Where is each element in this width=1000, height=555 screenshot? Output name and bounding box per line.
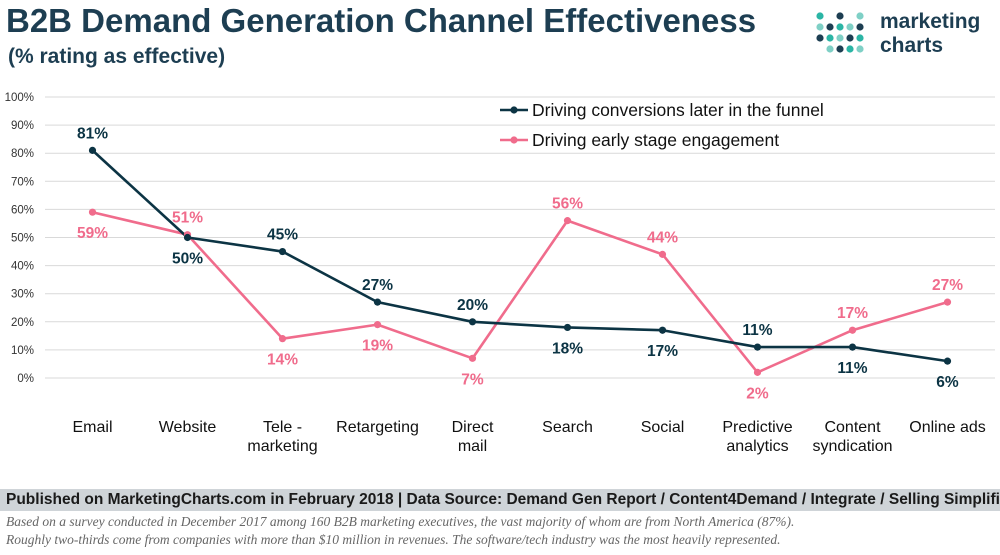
data-label: 51% [172, 210, 203, 227]
logo-text-line1: marketing [880, 10, 981, 33]
data-label: 20% [457, 297, 488, 314]
data-point [468, 318, 477, 326]
data-label: 27% [932, 277, 963, 294]
data-label: 50% [172, 251, 203, 268]
marketingcharts-logo: marketing charts [814, 10, 994, 60]
logo-dot [856, 45, 864, 53]
logo-dot [836, 12, 844, 20]
data-point [88, 146, 97, 154]
legend-label: Driving conversions later in the funnel [532, 100, 824, 120]
data-point [848, 326, 857, 334]
x-tick-label: Predictive analytics [722, 419, 792, 455]
logo-dot [836, 45, 844, 53]
data-point [373, 298, 382, 306]
logo-dot [826, 45, 834, 53]
data-label: 19% [362, 338, 393, 355]
y-tick-label: 20% [11, 317, 34, 329]
x-tick-label: Tele -marketing [247, 419, 317, 455]
data-label: 45% [267, 227, 298, 244]
logo-dot [846, 23, 854, 31]
methodology-note-2: Roughly two-thirds come from companies w… [6, 532, 781, 547]
data-point [943, 298, 952, 306]
data-point [753, 368, 762, 376]
logo-dot [816, 23, 824, 31]
logo-dot [826, 23, 834, 31]
logo-dot [846, 34, 854, 42]
x-tick-label: Online ads [909, 419, 986, 436]
x-tick-label: Email [72, 419, 112, 436]
y-tick-label: 90% [11, 120, 34, 132]
y-tick-label: 80% [11, 148, 34, 160]
data-label: 18% [552, 340, 583, 357]
data-point [278, 247, 287, 256]
data-point [373, 321, 382, 329]
data-label: 17% [647, 343, 678, 360]
line-chart: 0% 10% 20% 30% 40% 50% 60% 70% 80% 90% 100% 81% 50%… [5, 92, 995, 455]
x-tick-label: Website [159, 419, 217, 436]
data-point [658, 326, 667, 334]
data-label: 59% [77, 225, 108, 242]
data-point [753, 343, 762, 351]
dot-grid-logo-icon [816, 12, 864, 53]
legend-swatch-dot [510, 136, 518, 144]
y-tick-label: 30% [11, 289, 34, 301]
y-tick-label: 40% [11, 261, 34, 273]
data-point [563, 323, 572, 332]
chart-title: B2B Demand Generation Channel Effectiven… [6, 2, 757, 39]
y-tick-label: 0% [17, 373, 34, 385]
x-tick-label: Search [542, 419, 593, 436]
series-line-conversions [91, 149, 948, 363]
data-label: 7% [461, 371, 484, 388]
x-tick-label: Content syndication [812, 419, 892, 455]
data-point [183, 233, 192, 242]
y-tick-label: 100% [5, 92, 34, 104]
x-tick-label: Direct mail [452, 419, 494, 455]
data-point [563, 217, 572, 225]
legend-label: Driving early stage engagement [532, 130, 779, 150]
data-label: 27% [362, 277, 393, 294]
logo-dot [836, 23, 844, 31]
logo-dot [856, 23, 864, 31]
data-label: 6% [936, 374, 959, 391]
logo-text: marketing charts [880, 10, 980, 58]
data-point [658, 250, 667, 258]
logo-dot [826, 34, 834, 42]
data-label: 17% [837, 305, 868, 322]
legend-swatch-dot [510, 106, 518, 114]
logo-dot [856, 12, 864, 20]
data-point [943, 357, 952, 365]
data-label: 44% [647, 229, 678, 246]
data-label: 56% [552, 196, 583, 213]
y-tick-label: 60% [11, 204, 34, 216]
x-tick-label: Social [641, 419, 685, 436]
x-tick-label: Retargeting [336, 419, 419, 436]
logo-dot [846, 45, 854, 53]
logo-dot [856, 34, 864, 42]
logo-text-line2: charts [880, 34, 944, 57]
methodology-note-1: Based on a survey conducted in December … [6, 514, 795, 529]
logo-dot [816, 34, 824, 42]
data-label: 11% [742, 322, 772, 339]
series-line-engagement [92, 210, 948, 374]
data-point [468, 354, 477, 362]
data-point [278, 335, 287, 343]
y-tick-label: 50% [11, 233, 34, 245]
data-point [848, 343, 857, 351]
data-label: 2% [746, 385, 769, 402]
y-tick-label: 70% [11, 176, 34, 188]
y-tick-label: 10% [11, 345, 34, 357]
data-label: 11% [837, 360, 867, 377]
logo-dot [816, 12, 824, 20]
logo-dot [836, 34, 844, 42]
data-label: 81% [77, 125, 108, 142]
source-bar: Published on MarketingCharts.com in Febr… [0, 489, 1000, 511]
data-point [88, 208, 97, 216]
data-label: 14% [267, 352, 298, 369]
chart-subtitle: (% rating as effective) [8, 45, 226, 68]
